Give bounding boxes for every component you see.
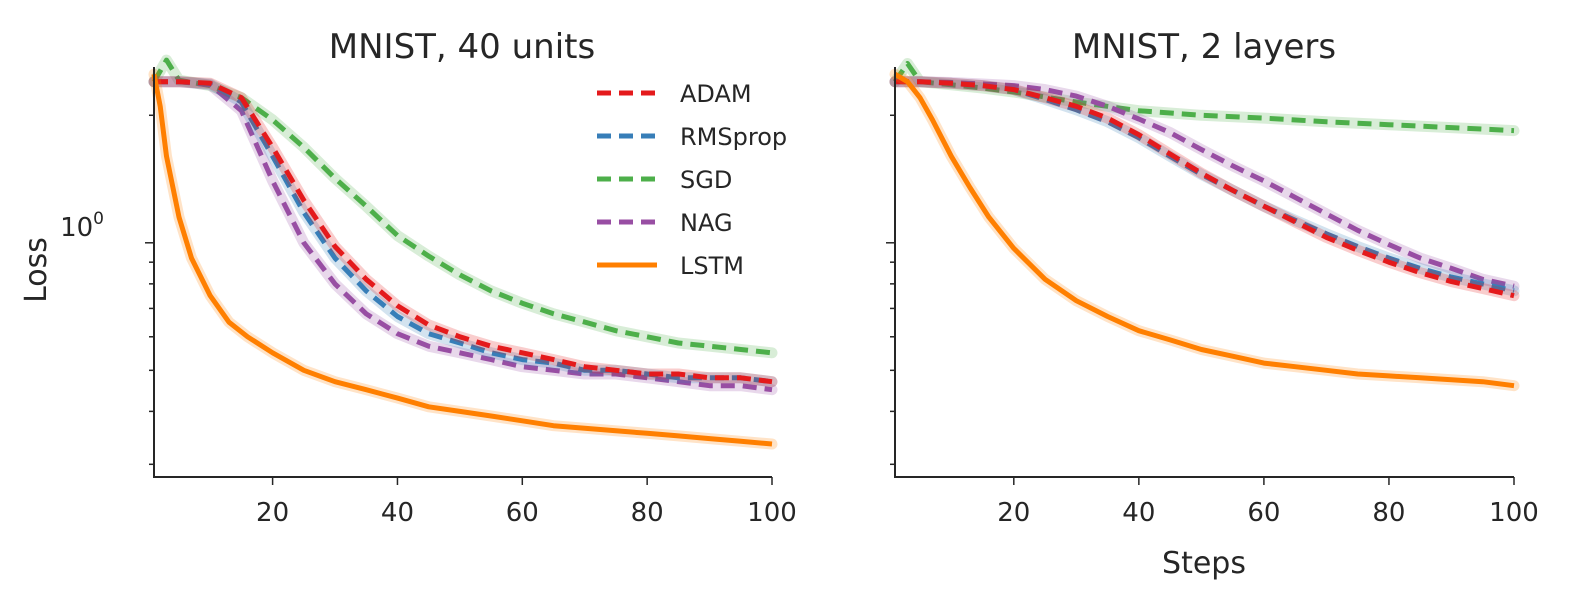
series-line-nag — [154, 79, 773, 393]
left-ticks: 20 40 60 80 100 — [145, 114, 797, 528]
left-y-major-base: 10 — [60, 213, 93, 243]
x-tick-label: 40 — [1122, 498, 1155, 528]
series-line-adam — [895, 79, 1515, 299]
legend-label-nag: NAG — [680, 209, 733, 237]
x-tick-label: 40 — [381, 498, 414, 528]
panel-left: MNIST, 40 units Loss 100 20 40 60 80 100 — [19, 27, 797, 528]
legend-label-lstm: LSTM — [680, 252, 744, 280]
series-line-lstm — [893, 72, 1515, 389]
panel-right: MNIST, 2 layers Steps 20 40 60 80 100 — [886, 27, 1539, 581]
legend: ADAM RMSprop SGD NAG LSTM — [597, 80, 787, 280]
series-line-adam — [154, 79, 773, 385]
right-axes — [894, 67, 1514, 478]
y-axis-label: Loss — [19, 237, 54, 303]
legend-label-adam: ADAM — [680, 80, 752, 108]
x-axis-label: Steps — [1162, 546, 1246, 581]
right-series — [889, 58, 1520, 392]
legend-label-rmsprop: RMSprop — [680, 123, 787, 151]
x-tick-label: 60 — [1247, 498, 1280, 528]
left-y-major-exponent: 0 — [93, 209, 104, 229]
series-line-rmsprop — [154, 79, 773, 385]
panel-left-title: MNIST, 40 units — [329, 27, 595, 67]
x-tick-label: 80 — [1372, 498, 1405, 528]
x-tick-label: 100 — [1489, 498, 1539, 528]
panel-right-title: MNIST, 2 layers — [1072, 27, 1336, 67]
x-tick-label: 20 — [997, 498, 1030, 528]
svg-text:100: 100 — [60, 209, 104, 243]
left-y-major-tick-label: 100 — [60, 209, 104, 243]
x-tick-label: 80 — [631, 498, 664, 528]
x-tick-label: 60 — [506, 498, 539, 528]
series-band-sgd — [889, 58, 1520, 137]
left-axes — [153, 67, 772, 478]
x-tick-label: 100 — [747, 498, 797, 528]
x-tick-label: 20 — [256, 498, 289, 528]
series-line-lstm — [151, 73, 773, 447]
left-series — [148, 54, 778, 450]
legend-label-sgd: SGD — [680, 166, 732, 194]
